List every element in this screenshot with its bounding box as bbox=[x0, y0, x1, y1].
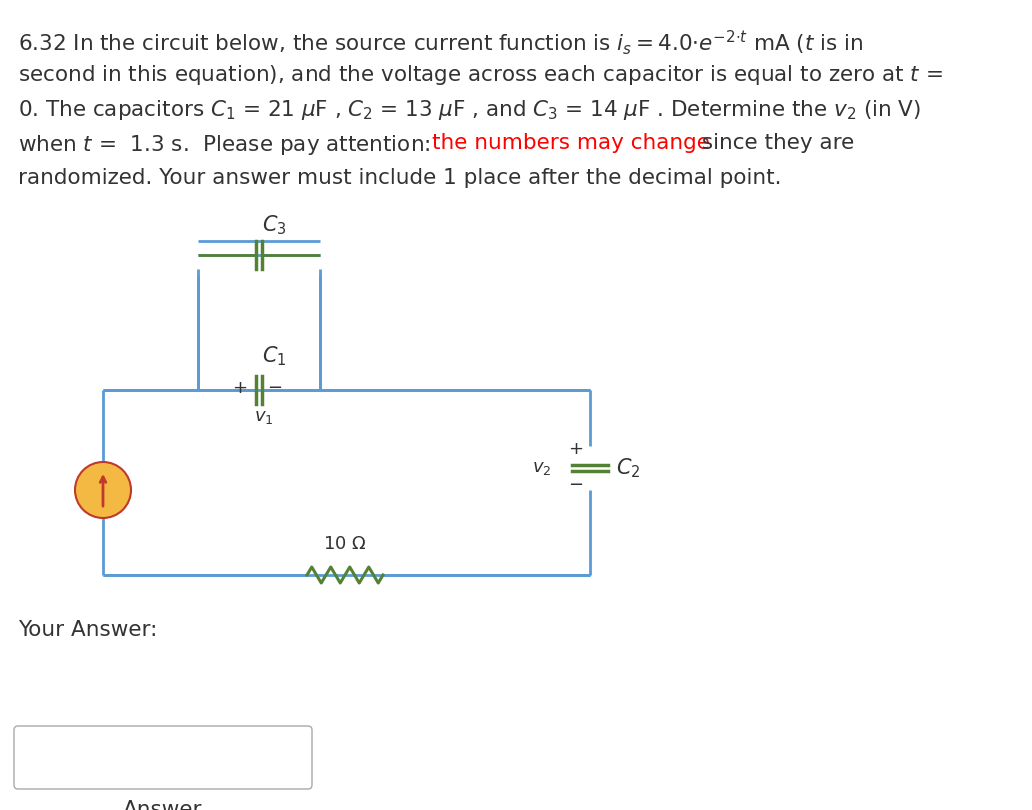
Text: 0. The capacitors $C_1$ = 21 $\mu$F , $C_2$ = 13 $\mu$F , and $C_3$ = 14 $\mu$F : 0. The capacitors $C_1$ = 21 $\mu$F , $C… bbox=[18, 98, 922, 122]
Text: 10 $\Omega$: 10 $\Omega$ bbox=[323, 535, 366, 553]
Text: 6.32 In the circuit below, the source current function is $i_s = 4.0{\cdot}e^{-2: 6.32 In the circuit below, the source cu… bbox=[18, 28, 864, 57]
Text: second in this equation), and the voltage across each capacitor is equal to zero: second in this equation), and the voltag… bbox=[18, 63, 943, 87]
Text: +: + bbox=[232, 379, 248, 397]
Text: Answer: Answer bbox=[123, 800, 202, 810]
Text: since they are: since they are bbox=[695, 133, 854, 153]
FancyBboxPatch shape bbox=[14, 726, 312, 789]
Text: $C_1$: $C_1$ bbox=[262, 344, 287, 368]
Text: $v_2$: $v_2$ bbox=[533, 459, 551, 477]
Text: randomized. Your answer must include 1 place after the decimal point.: randomized. Your answer must include 1 p… bbox=[18, 168, 781, 188]
Text: when $t$ =  1.3 s.  Please pay attention:: when $t$ = 1.3 s. Please pay attention: bbox=[18, 133, 432, 157]
Text: +: + bbox=[569, 440, 583, 458]
Text: −: − bbox=[569, 476, 583, 494]
Text: $C_2$: $C_2$ bbox=[616, 456, 641, 480]
Text: the numbers may change: the numbers may change bbox=[432, 133, 710, 153]
Text: Your Answer:: Your Answer: bbox=[18, 620, 157, 640]
Circle shape bbox=[75, 462, 131, 518]
Text: $C_3$: $C_3$ bbox=[262, 213, 287, 237]
Text: $v_1$: $v_1$ bbox=[254, 408, 273, 426]
Text: −: − bbox=[267, 379, 283, 397]
Text: $i_s$: $i_s$ bbox=[77, 478, 93, 502]
